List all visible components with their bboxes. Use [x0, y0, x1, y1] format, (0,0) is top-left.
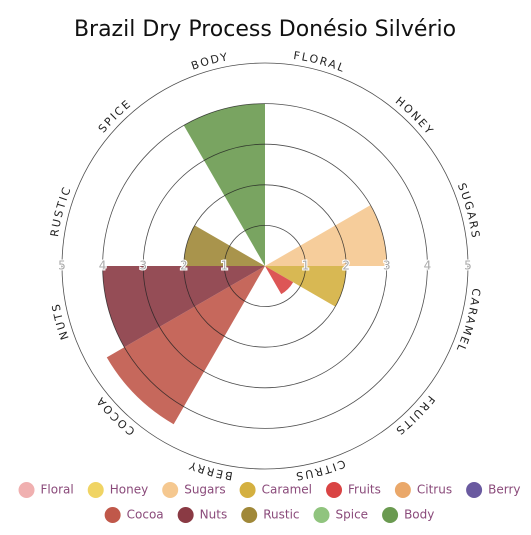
- grid-circle: [223, 224, 306, 307]
- legend-item: Nuts: [177, 507, 228, 523]
- ticks: 1 1 2 2 3 3 4 4 5 5: [57, 258, 473, 274]
- category-label-path: SUGARS: [455, 181, 480, 240]
- legend-label: Rustic: [263, 508, 299, 522]
- category-label-path: FLORAL: [293, 49, 346, 75]
- legend-swatch: [326, 482, 343, 498]
- legend-label: Sugars: [184, 483, 225, 497]
- category-label: CITRUS: [293, 457, 347, 483]
- category-label: SUGARS: [455, 181, 482, 240]
- tick-label: 5: [58, 259, 66, 273]
- legend-item: Spice: [313, 507, 369, 523]
- category-label-path: HONEY: [393, 94, 435, 138]
- legend-label: Fruits: [348, 483, 381, 497]
- legend-item: Body: [382, 507, 434, 523]
- legend-swatch: [239, 482, 256, 498]
- legend-swatch: [87, 482, 104, 498]
- wedge: [183, 103, 265, 266]
- legend-swatch: [466, 482, 483, 498]
- wedge: [183, 225, 265, 266]
- tick-label: 4: [424, 259, 432, 273]
- legend-swatch: [313, 507, 330, 523]
- legend-swatch: [241, 507, 258, 523]
- tick-label: 4: [99, 259, 107, 273]
- legend-label: Honey: [110, 483, 148, 497]
- grid-circle: [183, 184, 347, 348]
- category-label: BODY: [190, 50, 231, 73]
- tick-label: 2: [180, 259, 188, 273]
- category-label-path: CITRUS: [293, 457, 345, 483]
- legend-swatch: [382, 507, 399, 523]
- category-label: NUTS: [49, 301, 71, 341]
- tick-label: 2: [342, 259, 350, 273]
- legend-label: Body: [404, 508, 434, 522]
- category-label: CARAMEL: [453, 288, 483, 355]
- legend-swatch: [104, 507, 121, 523]
- legend-swatch: [177, 507, 194, 523]
- grid-circle: [102, 103, 428, 429]
- tick-label: 3: [383, 259, 391, 273]
- legend-item: Honey: [87, 482, 148, 498]
- tick-label: 1: [302, 259, 310, 273]
- legend-label: Caramel: [262, 483, 312, 497]
- legend-swatch: [394, 482, 411, 498]
- category-label: HONEY: [393, 94, 437, 138]
- legend-label: Berry: [488, 483, 520, 497]
- wedges: [61, 62, 469, 470]
- wedge: [265, 205, 387, 266]
- legend-item: Rustic: [241, 507, 300, 523]
- tick-label: 5: [464, 259, 472, 273]
- wedge: [106, 266, 265, 425]
- legend-label: Spice: [336, 508, 369, 522]
- tick-label: 1: [221, 259, 229, 273]
- category-label-path: FRUITS: [392, 393, 435, 438]
- legend-item: Floral: [18, 482, 74, 498]
- legend-label: Nuts: [200, 508, 228, 522]
- category-label: FRUITS: [392, 393, 437, 438]
- legend-swatch: [162, 482, 179, 498]
- legend-item: Sugars: [162, 482, 226, 498]
- category-label: RUSTIC: [48, 184, 74, 238]
- wedge: [102, 266, 265, 348]
- tick-label: 3: [139, 259, 147, 273]
- category-label: COCOA: [93, 393, 138, 438]
- legend-label: Citrus: [417, 483, 452, 497]
- legend-label: Floral: [41, 483, 74, 497]
- category-label-path: RUSTIC: [48, 184, 72, 238]
- wedge: [265, 266, 347, 307]
- legend-label: Cocoa: [127, 508, 164, 522]
- category-label: FLORAL: [293, 49, 348, 75]
- legend-item: Berry: [466, 482, 520, 498]
- legend-swatch: [18, 482, 35, 498]
- category-label-path: COCOA: [93, 393, 136, 438]
- legend-item: Fruits: [326, 482, 381, 498]
- legend-item: Cocoa: [104, 507, 164, 523]
- chart-title: Brazil Dry Process Donésio Silvério: [74, 17, 456, 42]
- legend-item: Citrus: [394, 482, 452, 498]
- grid-circle: [61, 62, 469, 470]
- category-label-path: BODY: [190, 50, 229, 73]
- legend-item: Caramel: [239, 482, 312, 498]
- grid-circle: [142, 143, 388, 389]
- category-label-path: NUTS: [49, 301, 69, 341]
- category-label-path: CARAMEL: [453, 288, 481, 355]
- wedge: [265, 266, 294, 295]
